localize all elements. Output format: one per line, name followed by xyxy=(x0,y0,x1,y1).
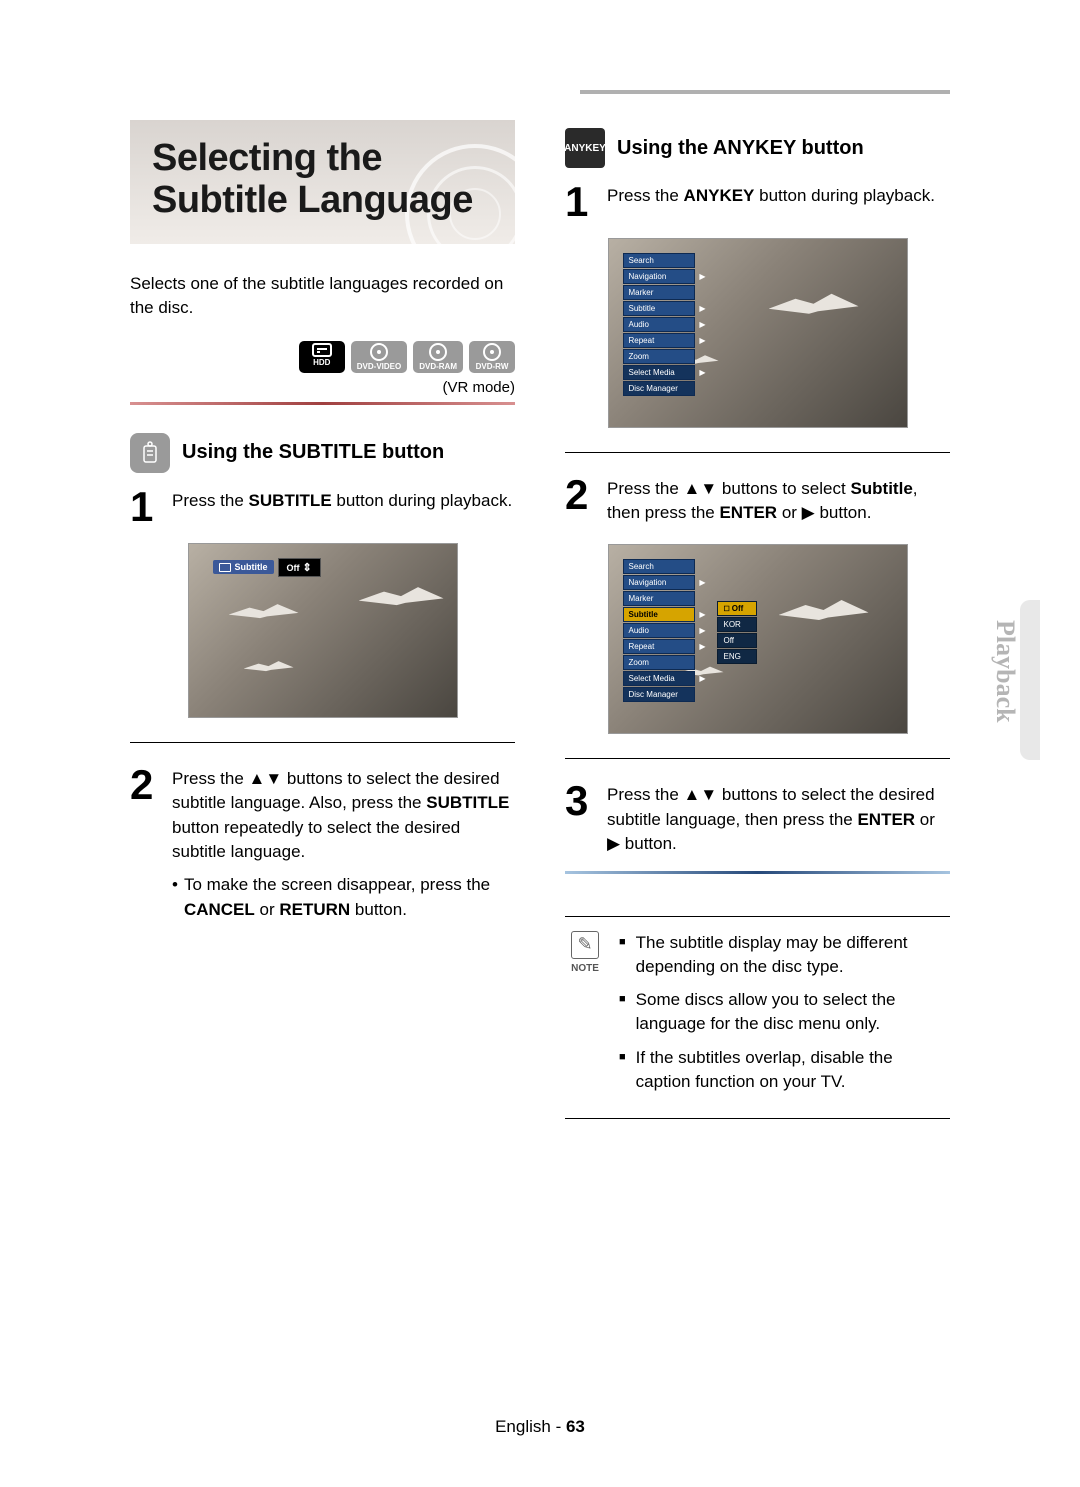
section-head-anykey: ANYKEY Using the ANYKEY button xyxy=(565,128,950,168)
anykey-icon: ANYKEY xyxy=(565,128,605,168)
right-column: ANYKEY Using the ANYKEY button 1 Press t… xyxy=(565,120,950,1143)
section-heading: Using the ANYKEY button xyxy=(617,137,864,160)
right-step-1: 1 Press the ANYKEY button during playbac… xyxy=(565,184,950,220)
remote-icon xyxy=(130,433,170,473)
divider xyxy=(130,742,515,743)
badge-dvd-rw: DVD-RW xyxy=(469,341,515,373)
section-heading: Using the SUBTITLE button xyxy=(182,441,444,464)
badge-dvd-ram: DVD-RAM xyxy=(413,341,463,373)
right-step-3: 3 Press the ▲▼ buttons to select the des… xyxy=(565,783,950,857)
left-step-2: 2 Press the ▲▼ buttons to select the des… xyxy=(130,767,515,923)
screenshot-anykey-menu: SearchNavigation▶MarkerSubtitle▶Audio▶Re… xyxy=(608,238,908,428)
note-item: The subtitle display may be different de… xyxy=(636,931,950,979)
badge-dvd-video: DVD-VIDEO xyxy=(351,341,407,373)
note-list: The subtitle display may be different de… xyxy=(619,931,950,1104)
note-icon: ✎ xyxy=(571,931,599,959)
vr-mode-label: (VR mode) xyxy=(130,379,515,396)
side-thumb-tab xyxy=(1020,600,1040,760)
note-block: ✎ NOTE The subtitle display may be diffe… xyxy=(565,931,950,1104)
disc-badges: HDD DVD-VIDEO DVD-RAM DVD-RW xyxy=(130,341,515,373)
osd-subtitle-bar: Subtitle Off xyxy=(213,558,321,577)
note-item: Some discs allow you to select the langu… xyxy=(636,988,950,1036)
osd-menu: SearchNavigation▶MarkerSubtitle▶Audio▶Re… xyxy=(623,253,753,397)
page-footer: English - 63 xyxy=(0,1417,1080,1437)
screenshot-anykey-submenu: SearchNavigation▶MarkerSubtitle▶Audio▶Re… xyxy=(608,544,908,734)
intro-text: Selects one of the subtitle languages re… xyxy=(130,272,515,321)
divider xyxy=(565,758,950,759)
left-step-1: 1 Press the SUBTITLE button during playb… xyxy=(130,489,515,525)
step-number: 1 xyxy=(565,184,597,220)
note-item: If the subtitles overlap, disable the ca… xyxy=(636,1046,950,1094)
divider xyxy=(565,871,950,874)
side-section-label: Playback xyxy=(990,620,1020,723)
divider xyxy=(130,402,515,405)
divider xyxy=(565,1118,950,1119)
right-step-2: 2 Press the ▲▼ buttons to select Subtitl… xyxy=(565,477,950,526)
left-column: Selecting the Subtitle Language Selects … xyxy=(130,120,515,1143)
divider xyxy=(565,452,950,453)
step-number: 2 xyxy=(565,477,597,526)
note-label: NOTE xyxy=(571,963,599,974)
step-number: 2 xyxy=(130,767,162,923)
step-number: 3 xyxy=(565,783,597,857)
page-title: Selecting the Subtitle Language xyxy=(152,138,493,222)
title-card: Selecting the Subtitle Language xyxy=(130,120,515,244)
divider xyxy=(565,916,950,917)
section-head-subtitle: Using the SUBTITLE button xyxy=(130,433,515,473)
page-content: Selecting the Subtitle Language Selects … xyxy=(0,0,1080,1203)
screenshot-subtitle-osd: Subtitle Off xyxy=(188,543,458,718)
step-number: 1 xyxy=(130,489,162,525)
osd-menu: SearchNavigation▶MarkerSubtitle▶Audio▶Re… xyxy=(623,559,753,703)
badge-hdd: HDD xyxy=(299,341,345,373)
